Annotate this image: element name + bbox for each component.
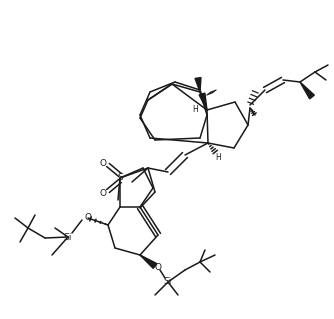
Text: O: O: [85, 213, 92, 222]
Text: H: H: [192, 106, 198, 115]
Text: O: O: [155, 263, 162, 272]
Polygon shape: [140, 255, 157, 268]
Polygon shape: [300, 82, 314, 99]
Text: Si: Si: [164, 278, 172, 286]
Text: Si: Si: [64, 233, 72, 241]
Text: O: O: [100, 189, 107, 197]
Text: O: O: [100, 159, 107, 167]
Text: H: H: [215, 153, 221, 162]
Text: S: S: [117, 174, 123, 182]
Polygon shape: [199, 93, 207, 110]
Polygon shape: [195, 78, 201, 92]
